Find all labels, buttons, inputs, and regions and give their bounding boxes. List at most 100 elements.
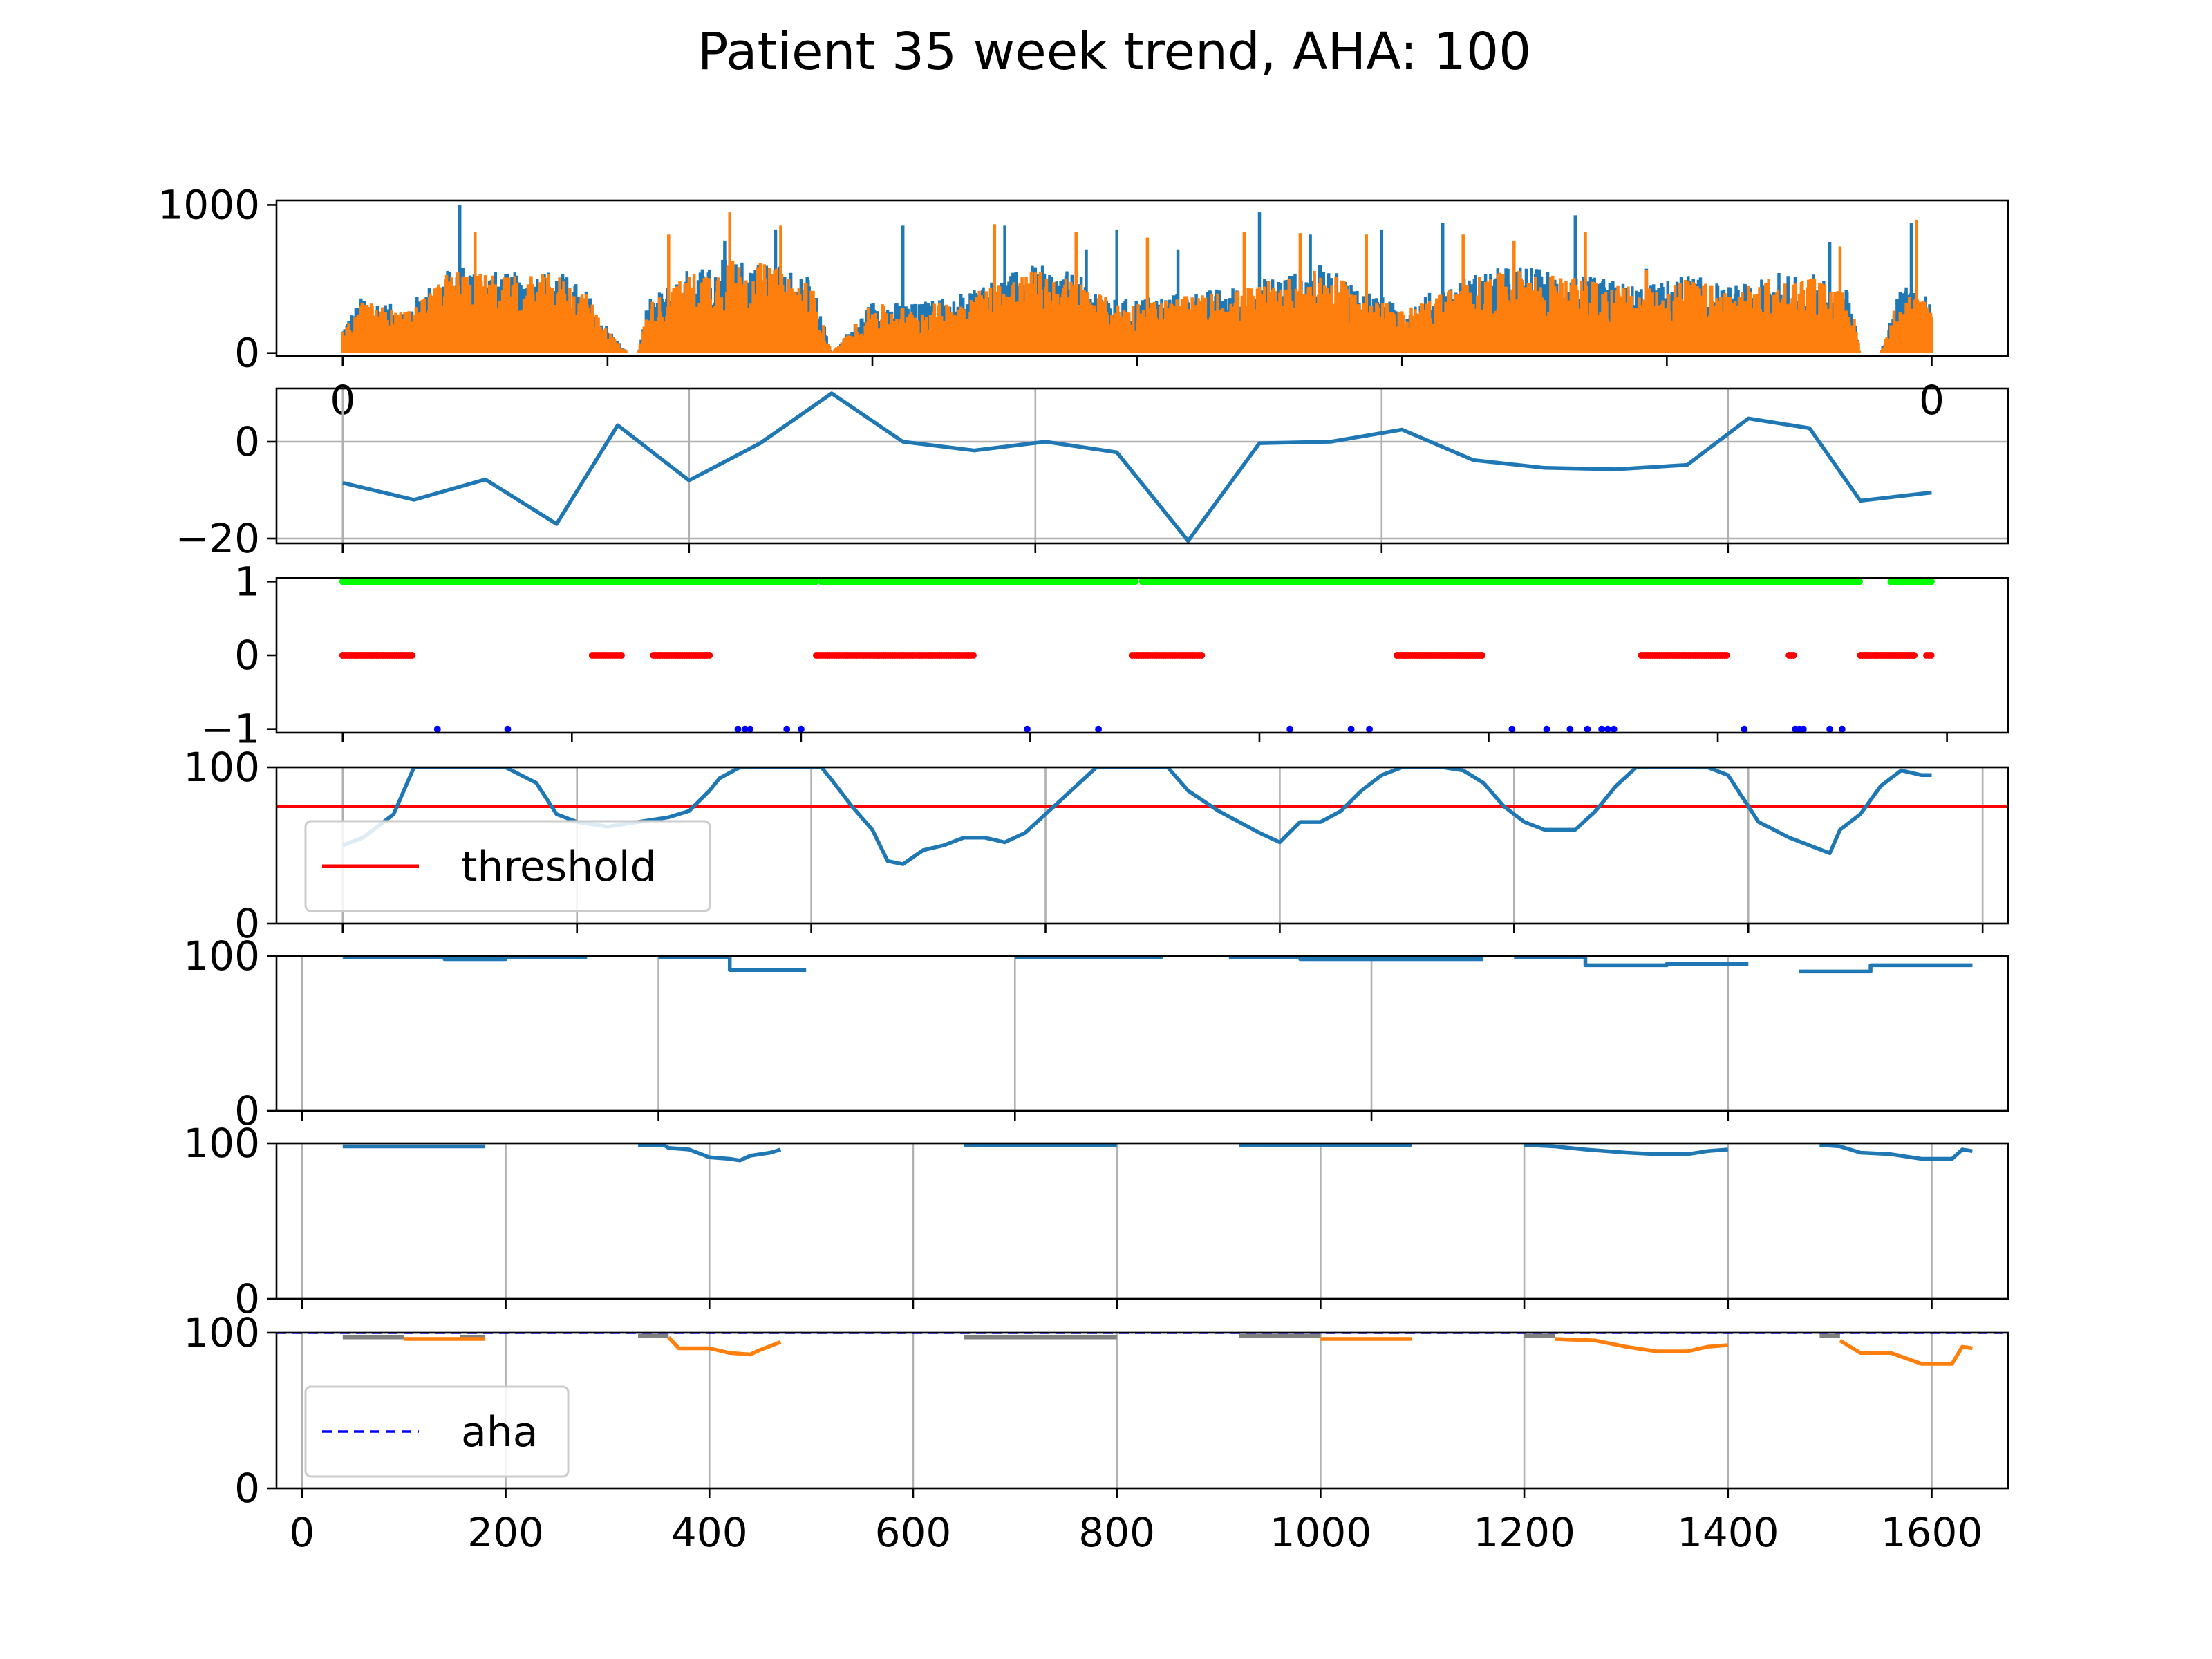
subplot-3: −1 0 1 bbox=[201, 558, 2009, 753]
x-tick-label: 1600 bbox=[1881, 1509, 1983, 1556]
scatter-point-pure_blue bbox=[1286, 725, 1294, 733]
legend-box bbox=[304, 820, 711, 912]
scatter-point-green bbox=[1927, 578, 1935, 585]
series-line-blue bbox=[1819, 1143, 1973, 1161]
scatter-point-pure_blue bbox=[1095, 725, 1103, 733]
legend: aha bbox=[304, 1385, 570, 1478]
y-tick-label: 100 bbox=[183, 932, 260, 980]
scatter-point-pure_blue bbox=[433, 725, 441, 733]
y-tick-label: 0 bbox=[234, 418, 260, 465]
plot-area bbox=[342, 956, 1973, 974]
y-tick-label: 100 bbox=[183, 744, 260, 791]
subplot-6: 0 100 bbox=[183, 1120, 2009, 1322]
series-line-blue bbox=[342, 956, 588, 962]
axes-frame bbox=[275, 1142, 2009, 1300]
scatter-point-red bbox=[1198, 652, 1206, 659]
scatter-point-pure_blue bbox=[1826, 725, 1834, 733]
scatter-point-pure_blue bbox=[1610, 725, 1618, 733]
y-tick-label: 1 bbox=[234, 558, 260, 605]
x-tick-label: 0 bbox=[1919, 377, 1944, 424]
scatter-point-pure_blue bbox=[1543, 725, 1550, 733]
axes-frame bbox=[275, 199, 2009, 357]
scatter-point-pure_blue bbox=[747, 725, 754, 733]
scatter-point-red bbox=[617, 652, 625, 659]
scatter-point-red bbox=[706, 652, 713, 659]
x-tick-label: 800 bbox=[1078, 1509, 1155, 1556]
scatter-point-pure_blue bbox=[741, 725, 749, 733]
x-tick-label: 600 bbox=[875, 1509, 952, 1556]
plot-area bbox=[342, 1143, 1973, 1163]
subplot-2: −20 0 bbox=[176, 387, 2009, 562]
scatter-point-pure_blue bbox=[1838, 725, 1846, 733]
scatter-point-red bbox=[1927, 652, 1935, 659]
legend-label: threshold bbox=[461, 843, 657, 891]
y-tick-label: 0 bbox=[234, 330, 260, 377]
scatter-point-pure_blue bbox=[1741, 725, 1748, 733]
legend: threshold bbox=[304, 820, 711, 912]
series-line-blue bbox=[638, 1143, 782, 1163]
x-tick-label: 1400 bbox=[1677, 1509, 1779, 1556]
scatter-point-pure_blue bbox=[1347, 725, 1355, 733]
axes-frame bbox=[275, 766, 2009, 925]
plot-area bbox=[342, 391, 1932, 543]
scatter-point-pure_blue bbox=[783, 725, 791, 733]
scatter-point-green bbox=[812, 578, 819, 585]
y-tick-label: 0 bbox=[234, 1275, 260, 1322]
plot-area bbox=[341, 205, 1933, 353]
subplot-4: 0 100 threshold bbox=[183, 744, 2009, 947]
scatter-point-pure_blue bbox=[797, 725, 805, 733]
scatter-point-pure_blue bbox=[734, 725, 742, 733]
series-line-blue bbox=[1514, 956, 1749, 968]
scatter-point-pure_blue bbox=[1366, 725, 1374, 733]
series-line-blue bbox=[341, 767, 1932, 866]
legend-box bbox=[304, 1385, 570, 1478]
series-line-blue bbox=[342, 391, 1932, 543]
signal-spikes-orange bbox=[341, 212, 1933, 353]
legend-label: aha bbox=[461, 1408, 538, 1456]
scatter-point-red bbox=[1790, 652, 1797, 659]
y-tick-label: 100 bbox=[183, 1309, 260, 1356]
x-tick-label: 200 bbox=[467, 1509, 544, 1556]
scatter-point-red bbox=[1911, 652, 1918, 659]
subplot-5: 0 100 bbox=[183, 932, 2009, 1134]
series-line-orange bbox=[667, 1335, 782, 1357]
scatter-point-pure_blue bbox=[1598, 725, 1606, 733]
scatter-point-pure_blue bbox=[1604, 725, 1611, 733]
y-tick-label: 0 bbox=[234, 1465, 260, 1512]
x-tick-label: 400 bbox=[671, 1509, 748, 1556]
series-line-blue bbox=[658, 956, 807, 972]
y-tick-label: 100 bbox=[183, 1120, 260, 1167]
y-tick-label: −1 bbox=[201, 706, 261, 753]
series-line-blue bbox=[1228, 956, 1484, 962]
scatter-point-pure_blue bbox=[1508, 725, 1516, 733]
scatter-point-pure_blue bbox=[1566, 725, 1574, 733]
x-tick-label: 0 bbox=[289, 1509, 315, 1556]
y-tick-label: 0 bbox=[234, 900, 260, 947]
x-tick-label: 1200 bbox=[1473, 1509, 1575, 1556]
plot-area bbox=[276, 1333, 2008, 1366]
y-tick-label: −20 bbox=[176, 515, 260, 562]
axes-frame bbox=[275, 1331, 2009, 1490]
scatter-point-green bbox=[1855, 578, 1863, 585]
x-tick-label: 1000 bbox=[1270, 1509, 1372, 1556]
scatter-point-pure_blue bbox=[1584, 725, 1591, 733]
axes-frame bbox=[275, 387, 2009, 545]
axes-frame bbox=[275, 955, 2009, 1112]
figure-title: Patient 35 week trend, AHA: 100 bbox=[697, 22, 1531, 82]
scatter-point-red bbox=[409, 652, 416, 659]
scatter-point-green bbox=[1132, 578, 1139, 585]
series-line-blue bbox=[1524, 1143, 1729, 1156]
y-tick-label: 0 bbox=[234, 632, 260, 679]
scatter-point-red bbox=[1723, 652, 1730, 659]
plot-area bbox=[276, 767, 2008, 866]
scatter-point-red bbox=[969, 652, 977, 659]
series-line-orange bbox=[1555, 1337, 1729, 1353]
series-line-orange bbox=[1839, 1338, 1973, 1366]
y-tick-label: 1000 bbox=[158, 181, 260, 228]
scatter-point-pure_blue bbox=[504, 725, 512, 733]
plot-area bbox=[339, 578, 1935, 733]
